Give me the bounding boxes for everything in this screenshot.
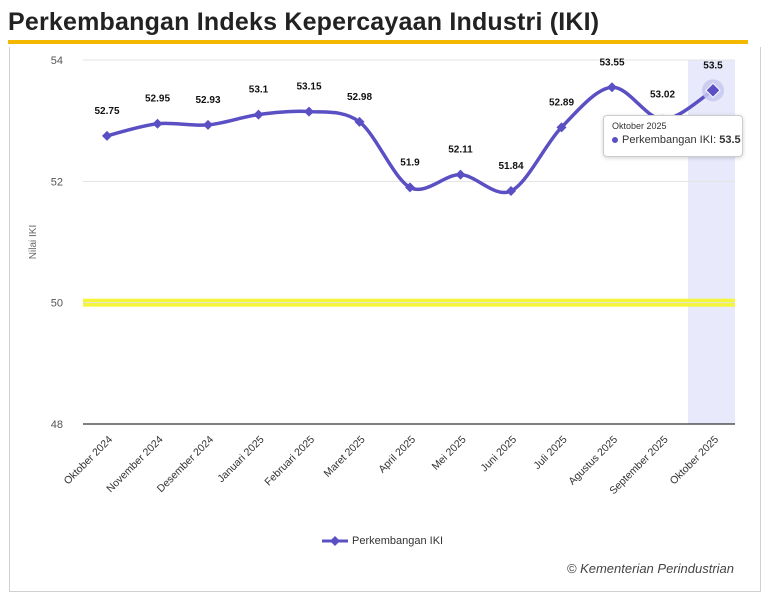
data-label: 53.55 bbox=[599, 57, 624, 68]
data-point-marker[interactable] bbox=[152, 118, 163, 129]
tooltip-row: Perkembangan IKI: 53.5 bbox=[612, 134, 741, 146]
credit-text: © Kementerian Perindustrian bbox=[566, 561, 734, 576]
x-tick-label: Januari 2025 bbox=[215, 434, 267, 486]
data-label: 53.1 bbox=[249, 85, 269, 96]
data-point-marker[interactable] bbox=[405, 182, 415, 193]
tooltip-value: 53.5 bbox=[719, 134, 741, 146]
data-labels: 52.75 52.95 52.93 53.1 53.15 52.98 51.9 52.11 51… bbox=[94, 57, 723, 172]
data-label: 52.75 bbox=[94, 106, 119, 117]
y-axis-title: Nilai IKI bbox=[28, 225, 39, 259]
chart-frame bbox=[9, 47, 761, 592]
data-label: 53.5 bbox=[703, 60, 723, 71]
data-point-marker[interactable] bbox=[607, 82, 617, 93]
data-label: 51.84 bbox=[498, 161, 523, 172]
legend-label: Perkembangan IKI bbox=[352, 535, 444, 547]
data-label: 53.15 bbox=[296, 82, 321, 93]
x-tick-label: Mei 2025 bbox=[430, 434, 469, 473]
data-label: 52.95 bbox=[145, 94, 170, 105]
tooltip-title: Oktober 2025 bbox=[612, 121, 667, 131]
data-point-marker[interactable] bbox=[556, 122, 567, 133]
y-tick-label: 52 bbox=[51, 176, 63, 188]
data-point-marker[interactable] bbox=[102, 130, 112, 141]
legend[interactable]: Perkembangan IKI bbox=[322, 535, 443, 547]
y-tick-label: 54 bbox=[51, 55, 63, 67]
x-tick-label: Oktober 2025 bbox=[668, 434, 722, 488]
data-point-marker[interactable] bbox=[203, 119, 213, 130]
data-point-marker[interactable] bbox=[506, 186, 516, 197]
legend-marker-icon bbox=[322, 536, 348, 546]
data-label: 52.11 bbox=[448, 145, 473, 156]
y-tick-label: 48 bbox=[51, 419, 63, 431]
x-tick-label: Juli 2025 bbox=[531, 434, 569, 472]
tooltip: Oktober 2025 Perkembangan IKI: 53.5 bbox=[603, 115, 743, 157]
tooltip-series-label: Perkembangan IKI: bbox=[622, 134, 720, 146]
data-label: 53.02 bbox=[650, 89, 675, 100]
data-point-marker[interactable] bbox=[705, 82, 721, 99]
x-tick-label: Maret 2025 bbox=[322, 434, 368, 480]
y-tick-label: 50 bbox=[51, 298, 63, 310]
data-point-marker[interactable] bbox=[304, 106, 314, 117]
data-label: 52.89 bbox=[549, 97, 574, 108]
title-underline bbox=[8, 40, 748, 44]
tooltip-series-dot bbox=[612, 137, 618, 144]
data-point-marker[interactable] bbox=[253, 109, 264, 120]
x-tick-label: Agustus 2025 bbox=[566, 434, 620, 488]
x-tick-label: Juni 2025 bbox=[478, 434, 519, 475]
data-point-marker[interactable] bbox=[354, 116, 365, 127]
data-point-marker[interactable] bbox=[455, 169, 466, 180]
data-label: 52.93 bbox=[195, 95, 220, 106]
series-markers[interactable] bbox=[102, 79, 724, 197]
page-title: Perkembangan Indeks Kepercayaan Industri… bbox=[8, 8, 600, 36]
x-tick-label: Februari 2025 bbox=[262, 434, 317, 489]
data-label: 52.98 bbox=[347, 92, 372, 103]
data-label: 51.9 bbox=[400, 157, 420, 168]
grid-lines bbox=[83, 59, 735, 425]
y-axis-ticks: 48 50 52 54 bbox=[51, 55, 63, 431]
x-tick-label: April 2025 bbox=[376, 434, 418, 476]
x-tick-label: Oktober 2024 bbox=[62, 434, 116, 488]
